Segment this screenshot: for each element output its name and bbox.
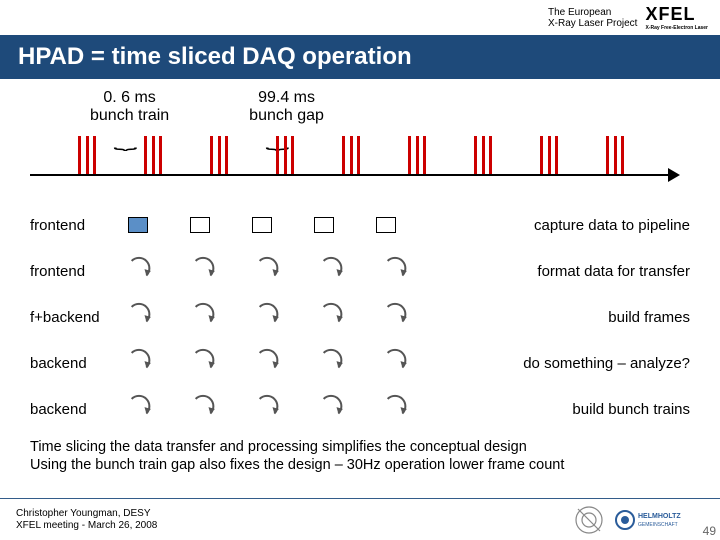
stage-row: frontend capture data to pipeline [30, 206, 690, 244]
curve-arrow-icon [256, 395, 278, 423]
content: 0. 6 ms bunch train 99.4 ms bunch gap ⏟ … [0, 79, 720, 428]
svg-text:HELMHOLTZ: HELMHOLTZ [638, 513, 681, 520]
curve-arrow-icon [384, 349, 406, 377]
time-axis [30, 174, 670, 176]
curve-arrow-icon [320, 349, 342, 377]
arrow-group [128, 349, 406, 377]
bunch-burst [144, 136, 162, 174]
curve-arrow-icon [192, 349, 214, 377]
curve-arrow-icon [320, 257, 342, 285]
brand: XFEL [645, 4, 708, 25]
pipeline-box [314, 217, 334, 233]
arrow-group [128, 303, 406, 331]
credit-line1: Christopher Youngman, DESY [16, 508, 157, 520]
bunch-burst [474, 136, 492, 174]
stage-row: frontend format data for transfer [30, 252, 690, 290]
curve-arrow-icon [256, 303, 278, 331]
curve-arrow-icon [384, 395, 406, 423]
pipeline-box [252, 217, 272, 233]
row-label: f+backend [30, 309, 120, 326]
brand-block: XFEL X-Ray Free-Electron Laser [645, 4, 708, 31]
label-gap: 99.4 ms bunch gap [249, 89, 324, 124]
footer-bar: Christopher Youngman, DESY XFEL meeting … [0, 498, 720, 540]
curve-arrow-icon [192, 257, 214, 285]
credit-line2: XFEL meeting - March 26, 2008 [16, 520, 157, 532]
slide-title: HPAD = time sliced DAQ operation [0, 35, 720, 79]
row-desc: do something – analyze? [515, 355, 690, 372]
stage-row: f+backend build frames [30, 298, 690, 336]
curve-arrow-icon [128, 395, 150, 423]
row-label: backend [30, 401, 120, 418]
arrow-group [128, 257, 406, 285]
helmholtz-logo-icon: HELMHOLTZ GEMEINSCHAFT [614, 507, 704, 533]
brand-sub: X-Ray Free-Electron Laser [645, 25, 708, 31]
bunch-burst [540, 136, 558, 174]
curve-arrow-icon [128, 257, 150, 285]
curve-arrow-icon [128, 303, 150, 331]
header: The European X-Ray Laser Project XFEL X-… [0, 0, 720, 35]
row-label: backend [30, 355, 120, 372]
bunch-burst [408, 136, 426, 174]
header-line2: X-Ray Laser Project [548, 18, 637, 29]
bunch-burst [210, 136, 228, 174]
curve-arrow-icon [320, 303, 342, 331]
row-label: frontend [30, 217, 120, 234]
box-group [128, 217, 396, 233]
timeline: ⏟ ⏟ [30, 126, 690, 194]
stage-rows: frontendcapture data to pipelinefrontend… [30, 206, 690, 428]
pipeline-box [190, 217, 210, 233]
label-train: 0. 6 ms bunch train [90, 89, 169, 124]
stage-row: backend do something – analyze? [30, 344, 690, 382]
slide-number: 49 [703, 524, 716, 538]
curve-arrow-icon [256, 349, 278, 377]
curve-arrow-icon [192, 395, 214, 423]
brace-train: ⏟ [114, 130, 138, 151]
footer-text: Time slicing the data transfer and proce… [0, 428, 720, 474]
curve-arrow-icon [384, 303, 406, 331]
desy-logo-icon [574, 505, 604, 535]
curve-arrow-icon [320, 395, 342, 423]
curve-arrow-icon [384, 257, 406, 285]
bunch-burst [78, 136, 96, 174]
curve-arrow-icon [128, 349, 150, 377]
bunch-burst [606, 136, 624, 174]
header-text: The European X-Ray Laser Project [548, 7, 637, 29]
logos: HELMHOLTZ GEMEINSCHAFT [574, 505, 704, 535]
top-labels: 0. 6 ms bunch train 99.4 ms bunch gap [90, 89, 690, 124]
row-desc: build frames [600, 309, 690, 326]
row-desc: build bunch trains [564, 401, 690, 418]
row-desc: format data for transfer [529, 263, 690, 280]
svg-text:GEMEINSCHAFT: GEMEINSCHAFT [638, 522, 678, 528]
arrow-group [128, 395, 406, 423]
bunch-burst [276, 136, 294, 174]
pipeline-box [376, 217, 396, 233]
header-line1: The European [548, 7, 637, 18]
stage-row: backend build bunch trains [30, 390, 690, 428]
pipeline-box [128, 217, 148, 233]
row-label: frontend [30, 263, 120, 280]
curve-arrow-icon [256, 257, 278, 285]
curve-arrow-icon [192, 303, 214, 331]
credit: Christopher Youngman, DESY XFEL meeting … [16, 508, 157, 532]
row-desc: capture data to pipeline [526, 217, 690, 234]
bunch-burst [342, 136, 360, 174]
